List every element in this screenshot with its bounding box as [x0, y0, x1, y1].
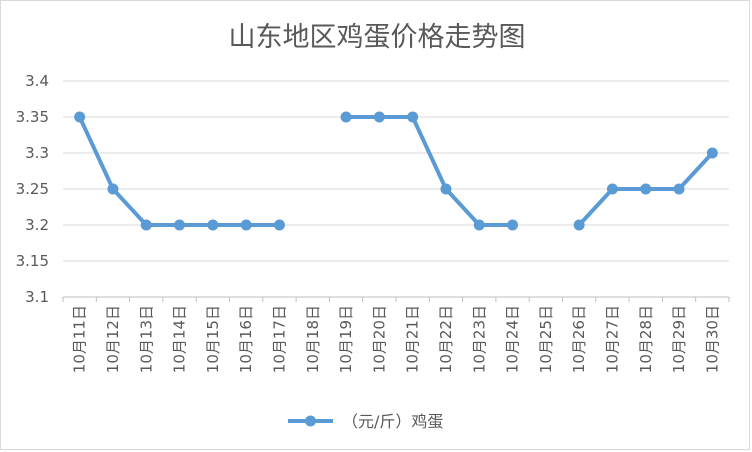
- x-tick-label: 10月19日: [337, 305, 355, 373]
- y-tick-label: 3.4: [25, 72, 49, 90]
- y-axis-ticks: 3.1 3.15 3.2 3.25 3.3 3.35 3.4: [16, 72, 49, 306]
- x-tick-label: 10月27日: [603, 305, 621, 373]
- x-tick-label: 10月16日: [237, 305, 255, 373]
- data-point: [240, 219, 252, 231]
- x-tick-label: 10月29日: [670, 305, 688, 373]
- series-layer: [74, 111, 718, 231]
- x-tick-label: 10月17日: [270, 305, 288, 373]
- x-tick-label: 10月13日: [137, 305, 155, 373]
- data-point: [273, 219, 285, 231]
- x-tick-label: 10月23日: [470, 305, 488, 373]
- data-point: [440, 183, 452, 195]
- x-tick-label: 10月20日: [370, 305, 388, 373]
- y-tick-label: 3.35: [16, 108, 49, 126]
- y-tick-label: 3.2: [25, 216, 49, 234]
- x-tick-label: 10月30日: [703, 305, 721, 373]
- x-tick-label: 10月15日: [204, 305, 222, 373]
- y-tick-label: 3.1: [25, 288, 49, 306]
- series-line: [344, 115, 515, 227]
- data-point: [107, 183, 119, 195]
- x-axis-ticks: 10月11日 10月12日 10月13日 10月14日 10月15日 10月16日 10月1…: [62, 297, 730, 373]
- data-point: [473, 219, 485, 231]
- legend-label: （元/斤）鸡蛋: [342, 412, 443, 431]
- x-tick-label: 10月21日: [404, 305, 422, 373]
- chart-title: 山东地区鸡蛋价格走势图: [229, 22, 526, 53]
- legend-point-marker: [305, 415, 316, 427]
- data-point: [507, 219, 519, 231]
- data-point: [606, 183, 618, 195]
- data-point: [74, 111, 86, 123]
- x-tick-label: 10月28日: [637, 305, 655, 373]
- data-point: [673, 183, 685, 195]
- data-point: [573, 219, 585, 231]
- y-tick-label: 3.25: [16, 180, 49, 198]
- data-point: [407, 111, 419, 123]
- x-tick-label: 10月14日: [171, 305, 189, 373]
- x-tick-label: 10月24日: [504, 305, 522, 373]
- data-point: [706, 147, 718, 159]
- data-point: [640, 183, 652, 195]
- legend: （元/斤）鸡蛋: [288, 412, 443, 431]
- y-tick-label: 3.15: [16, 252, 49, 270]
- data-point: [340, 111, 352, 123]
- x-tick-label: 10月26日: [570, 305, 588, 373]
- data-point: [373, 111, 385, 123]
- data-point: [174, 219, 186, 231]
- series-line: [77, 115, 282, 227]
- x-tick-label: 10月12日: [104, 305, 122, 373]
- x-tick-label: 10月25日: [537, 305, 555, 373]
- data-point: [140, 219, 152, 231]
- y-tick-label: 3.3: [25, 144, 49, 162]
- x-tick-label: 10月11日: [71, 305, 89, 373]
- x-tick-label: 10月22日: [437, 305, 455, 373]
- x-tick-label: 10月18日: [304, 305, 322, 373]
- data-point: [207, 219, 219, 231]
